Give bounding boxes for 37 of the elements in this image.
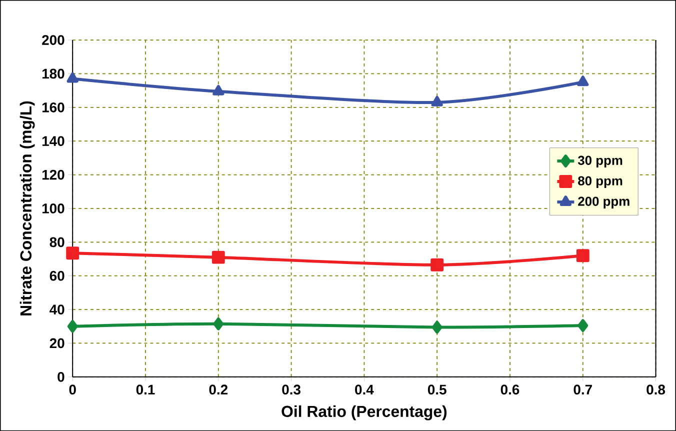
y-tick-label: 120 — [42, 170, 64, 180]
point — [212, 250, 225, 264]
x-tick-label: 0.6 — [500, 384, 520, 395]
x-tick-label: 0.5 — [428, 384, 446, 395]
point — [66, 246, 80, 260]
point — [432, 320, 442, 334]
x-tick-label: 0.3 — [282, 384, 300, 395]
point — [577, 76, 589, 86]
legend-label: 200 ppm — [578, 196, 630, 208]
legend-label: 30 ppm — [578, 156, 622, 168]
y-tick-label: 200 — [42, 35, 64, 45]
x-tick-label: 0.7 — [574, 384, 592, 395]
y-tick-label: 180 — [42, 68, 64, 79]
y-tick-label: 160 — [42, 102, 64, 112]
x-tick-label: 0.4 — [355, 384, 374, 395]
x-tick-label: 0.1 — [136, 384, 155, 395]
y-axis-title: Nitrate Concentration (mg/L) — [20, 101, 35, 316]
y-tick-label: 140 — [42, 136, 64, 146]
point — [212, 84, 224, 96]
point — [213, 317, 224, 330]
point — [578, 319, 588, 332]
point — [66, 72, 78, 83]
x-axis-title: Oil Ratio (Percentage) — [282, 405, 447, 420]
y-tick-label: 100 — [42, 203, 64, 214]
y-tick-label: 20 — [50, 338, 64, 348]
x-tick-label: 0 — [69, 384, 76, 395]
point — [67, 320, 78, 333]
x-tick-label: 0.2 — [209, 384, 228, 395]
y-tick-label: 40 — [50, 304, 64, 314]
point — [430, 258, 444, 272]
y-tick-label: 80 — [50, 237, 64, 248]
point — [431, 96, 443, 106]
y-tick-label: 60 — [50, 270, 64, 281]
y-tick-label: 0 — [58, 372, 64, 382]
x-tick-label: 0.8 — [646, 384, 666, 395]
point — [576, 249, 590, 262]
legend-label: 80 ppm — [578, 176, 622, 188]
